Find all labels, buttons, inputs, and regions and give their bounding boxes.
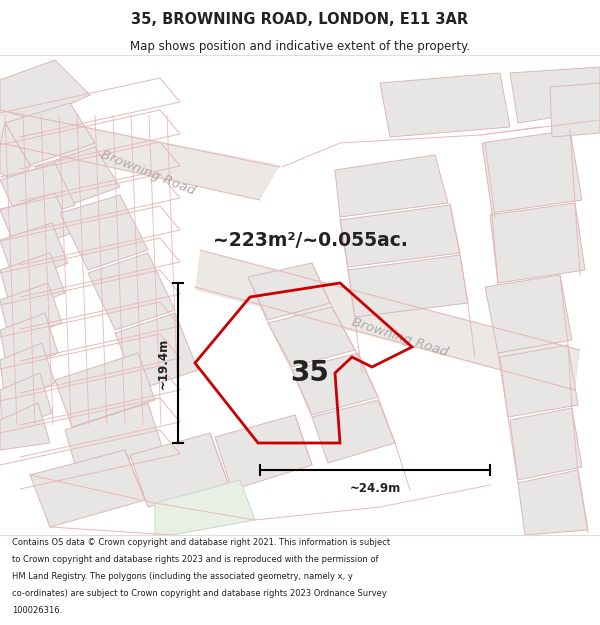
Polygon shape [0,283,62,343]
Polygon shape [195,250,580,390]
Polygon shape [65,403,162,475]
Polygon shape [510,408,582,480]
Text: 35: 35 [290,359,329,387]
Polygon shape [0,373,52,433]
Text: co-ordinates) are subject to Crown copyright and database rights 2023 Ordnance S: co-ordinates) are subject to Crown copyr… [12,589,387,598]
Polygon shape [348,255,468,317]
Polygon shape [518,470,588,535]
Text: ~223m²/~0.055ac.: ~223m²/~0.055ac. [212,231,407,249]
Polygon shape [5,103,95,165]
Polygon shape [55,353,155,427]
Text: HM Land Registry. The polygons (including the associated geometry, namely x, y: HM Land Registry. The polygons (includin… [12,572,353,581]
Polygon shape [0,193,72,253]
Text: 35, BROWNING ROAD, LONDON, E11 3AR: 35, BROWNING ROAD, LONDON, E11 3AR [131,12,469,27]
Polygon shape [0,313,58,373]
Polygon shape [35,147,120,210]
Polygon shape [0,343,55,403]
Polygon shape [115,313,198,390]
Polygon shape [510,67,600,123]
Text: 100026316.: 100026316. [12,606,62,615]
Polygon shape [215,415,312,490]
Text: to Crown copyright and database rights 2023 and is reproduced with the permissio: to Crown copyright and database rights 2… [12,555,379,564]
Polygon shape [340,205,460,267]
Polygon shape [380,73,510,137]
Polygon shape [500,345,578,417]
Polygon shape [0,60,90,120]
Polygon shape [155,480,255,535]
Polygon shape [30,450,145,527]
Text: Browning Road: Browning Road [350,315,450,359]
Polygon shape [0,253,65,313]
Polygon shape [292,353,378,415]
Polygon shape [248,263,330,320]
Polygon shape [268,307,355,367]
Polygon shape [312,400,395,463]
Polygon shape [550,83,600,137]
Polygon shape [60,195,148,270]
Polygon shape [0,110,280,200]
Text: ~24.9m: ~24.9m [349,482,401,495]
Polygon shape [485,275,572,353]
Polygon shape [490,203,585,283]
Polygon shape [0,123,30,185]
Polygon shape [0,403,50,450]
Text: Map shows position and indicative extent of the property.: Map shows position and indicative extent… [130,39,470,52]
Polygon shape [482,130,582,213]
Polygon shape [130,433,228,507]
Text: ~19.4m: ~19.4m [157,338,170,389]
Polygon shape [335,155,448,217]
Polygon shape [0,163,75,223]
Text: Browning Road: Browning Road [99,148,197,198]
Polygon shape [88,253,175,330]
Polygon shape [0,223,68,283]
Text: Contains OS data © Crown copyright and database right 2021. This information is : Contains OS data © Crown copyright and d… [12,538,390,547]
